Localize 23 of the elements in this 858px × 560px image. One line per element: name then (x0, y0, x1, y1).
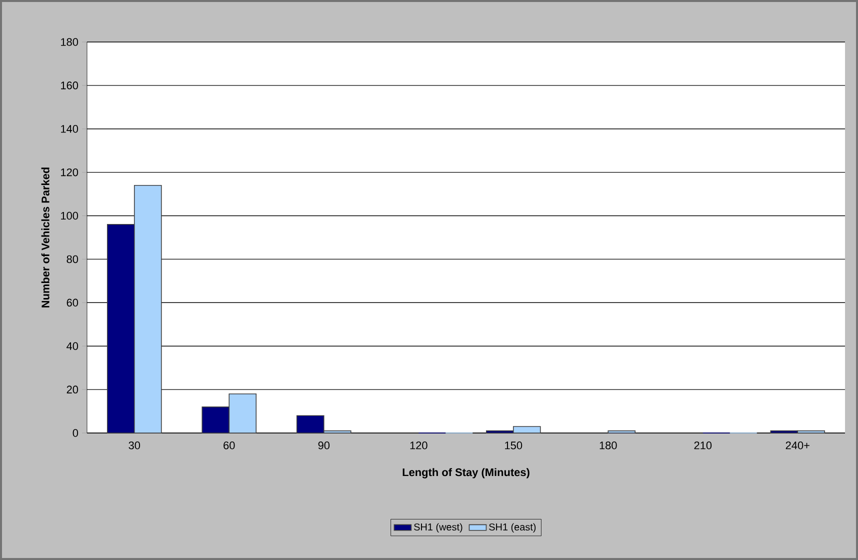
x-tick-label: 180 (600, 442, 617, 450)
y-axis-title: Number of Vehicles Parked (41, 168, 50, 308)
legend-label: SH1 (east) (489, 523, 536, 532)
x-axis-title: Length of Stay (Minutes) (402, 468, 530, 478)
y-tick-label: 100 (61, 212, 78, 220)
y-tick-label: 80 (66, 255, 78, 264)
bar (608, 430, 636, 434)
x-tick-label: 240+ (786, 442, 810, 450)
x-tick-label: 150 (505, 442, 522, 450)
x-tick-label: 210 (694, 442, 712, 450)
y-tick-label: 180 (61, 38, 78, 46)
x-tick-label: 120 (410, 442, 428, 450)
x-tick-label: 60 (224, 442, 235, 450)
y-tick-label: 120 (61, 168, 78, 176)
y-tick-label: 140 (61, 125, 78, 133)
y-tick-label: 60 (66, 298, 78, 307)
legend-label: SH1 (west) (414, 523, 462, 532)
y-tick-label: 40 (66, 342, 78, 350)
y-tick-label: 160 (61, 82, 78, 90)
y-tick-label: 20 (66, 386, 78, 394)
x-tick-label: 90 (318, 442, 330, 450)
y-tick-label: 0 (72, 429, 78, 437)
x-tick-label: 30 (128, 442, 140, 450)
